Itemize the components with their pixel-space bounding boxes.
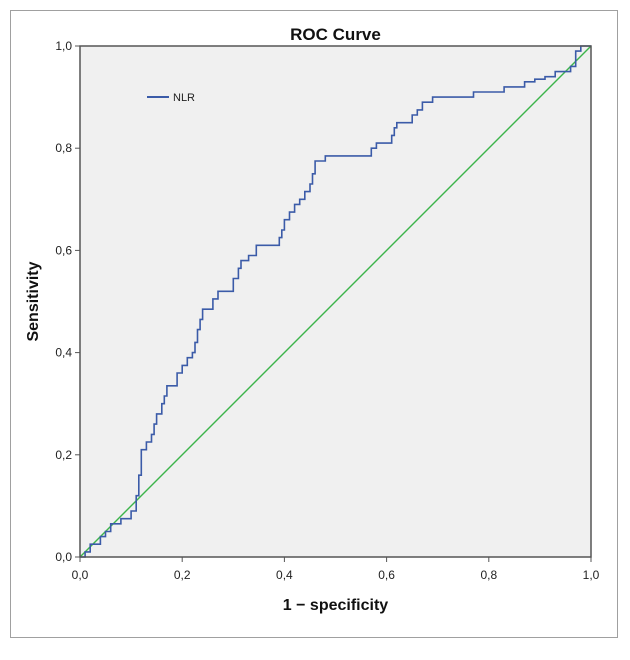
x-tick-label: 0,4	[276, 568, 293, 582]
y-tick-label: 0,2	[55, 448, 72, 462]
series-reference-line-line	[79, 45, 592, 558]
x-tick-label: 1,0	[583, 568, 600, 582]
x-tick-label: 0,0	[72, 568, 89, 582]
plot-border	[79, 45, 592, 558]
x-tick-label: 0,8	[480, 568, 497, 582]
y-tick-label: 1,0	[55, 39, 72, 53]
series-layer	[79, 45, 592, 558]
y-tick-label: 0,4	[55, 346, 72, 360]
chart-title: ROC Curve	[290, 25, 381, 44]
x-tick-label: 0,2	[174, 568, 191, 582]
axis-ticks: 0,0 0,2 0,4 0,6 0,8 1,0 0,0 0,2 0,4 0,6 0,8 1,0	[55, 39, 599, 582]
y-tick-label: 0,6	[55, 243, 72, 257]
legend-label: NLR	[173, 92, 195, 104]
x-tick-label: 0,6	[378, 568, 395, 582]
series-nlr-line	[80, 45, 591, 558]
legend: NLR	[147, 92, 195, 104]
x-axis-title: 1 − specificity	[283, 597, 388, 614]
y-tick-label: 0,8	[55, 141, 72, 155]
y-tick-label: 0,0	[55, 550, 72, 564]
y-axis-title: Sensitivity	[25, 261, 42, 341]
